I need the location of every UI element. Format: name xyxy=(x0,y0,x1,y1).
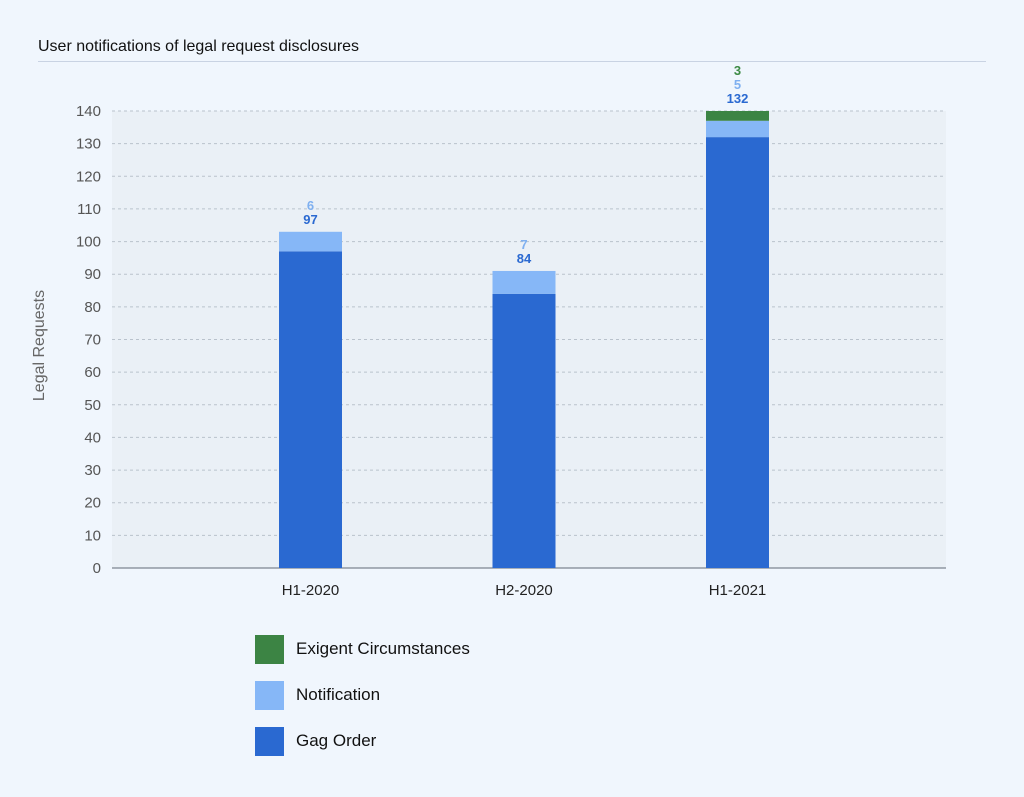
data-label: 7 xyxy=(520,237,527,252)
legend: Exigent Circumstances Notification Gag Ord… xyxy=(255,634,470,772)
y-tick-label: 80 xyxy=(84,299,101,316)
x-tick-label: H2-2020 xyxy=(495,582,553,599)
legend-label: Gag Order xyxy=(296,731,377,750)
legend-label: Exigent Circumstances xyxy=(296,639,470,658)
y-tick-label: 50 xyxy=(84,397,101,414)
data-label: 132 xyxy=(727,91,749,106)
data-label: 84 xyxy=(517,251,532,266)
legend-swatch xyxy=(255,726,284,756)
y-tick-label: 10 xyxy=(84,527,101,544)
legend-swatch xyxy=(255,634,284,664)
legend-item: Notification xyxy=(255,680,470,710)
bar-segment xyxy=(279,251,342,568)
bar-segment xyxy=(492,270,556,294)
y-tick-label: 0 xyxy=(93,560,101,577)
y-tick-label: 130 xyxy=(76,136,101,153)
bar-segment xyxy=(706,120,769,138)
bar-segment xyxy=(706,137,769,568)
y-axis-label: Legal Requests xyxy=(31,290,48,401)
bar-segment xyxy=(279,231,342,252)
y-tick-label: 70 xyxy=(84,332,101,349)
bar-segment xyxy=(492,293,556,568)
y-tick-label: 120 xyxy=(76,168,101,185)
title-divider xyxy=(38,61,986,62)
y-tick-label: 60 xyxy=(84,364,101,381)
x-tick-label: H1-2020 xyxy=(282,582,340,599)
y-tick-label: 40 xyxy=(84,429,101,446)
y-tick-label: 20 xyxy=(84,495,101,512)
y-tick-label: 140 xyxy=(76,103,101,120)
data-label: 5 xyxy=(734,77,741,92)
x-tick-label: H1-2021 xyxy=(709,582,767,599)
legend-item: Gag Order xyxy=(255,726,470,756)
y-tick-label: 110 xyxy=(77,201,101,218)
data-label: 3 xyxy=(734,63,741,78)
legend-item: Exigent Circumstances xyxy=(255,634,470,664)
data-label: 97 xyxy=(303,212,317,227)
data-label: 6 xyxy=(307,198,314,213)
y-tick-label: 90 xyxy=(84,266,101,283)
y-tick-label: 100 xyxy=(76,234,101,251)
legend-swatch xyxy=(255,680,284,710)
y-tick-label: 30 xyxy=(84,462,101,479)
legend-label: Notification xyxy=(296,685,381,704)
chart-title: User notifications of legal request disc… xyxy=(38,38,360,55)
bar-segment xyxy=(706,111,769,121)
